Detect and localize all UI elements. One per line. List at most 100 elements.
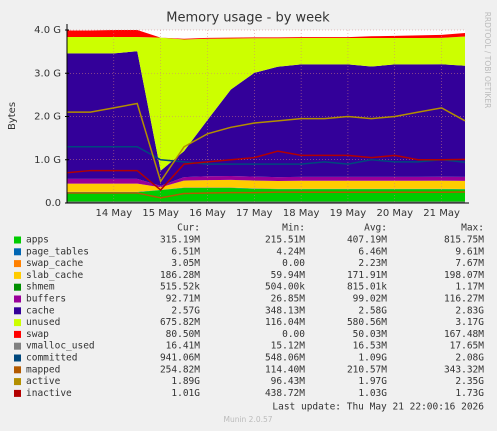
legend-label: page_tables	[26, 246, 89, 257]
version: Munin 2.0.57	[223, 415, 272, 424]
legend-stat: 348.13M	[265, 305, 305, 316]
legend-stat: 50.03M	[353, 329, 388, 340]
legend-header: Avg:	[364, 223, 387, 234]
legend-stat: 1.89G	[171, 376, 200, 387]
legend-stat: 2.58G	[358, 305, 387, 316]
legend-stat: 2.57G	[171, 305, 200, 316]
legend-stat: 407.19M	[347, 235, 387, 246]
legend-stat: 9.61M	[455, 246, 484, 257]
legend-stat: 2.08G	[455, 353, 484, 364]
legend-label: buffers	[26, 294, 66, 305]
x-tick-label: 21 May	[423, 208, 460, 219]
legend-stat: 580.56M	[347, 317, 387, 328]
legend-label: committed	[26, 353, 77, 364]
legend-stat: 315.19M	[160, 235, 200, 246]
legend-swatch	[14, 248, 21, 256]
line	[67, 102, 466, 184]
legend-label: slab_cache	[26, 270, 83, 281]
line	[67, 146, 466, 165]
legend-label: apps	[26, 235, 49, 246]
legend-stat: 254.82M	[160, 364, 200, 375]
legend-stat: 171.91M	[347, 270, 387, 281]
legend-stat: 1.09G	[358, 353, 387, 364]
legend-stat: 343.32M	[444, 364, 484, 375]
legend-stat: 1.03G	[358, 388, 387, 399]
legend-stat: 92.71M	[166, 294, 201, 305]
area	[67, 51, 465, 186]
legend-stat: 3.05M	[171, 258, 200, 269]
legend-stat: 2.23M	[358, 258, 387, 269]
legend-stat: 198.07M	[444, 270, 484, 281]
area	[67, 179, 465, 192]
x-tick-label: 14 May	[96, 208, 133, 219]
legend-swatch	[14, 236, 21, 244]
legend-label: vmalloc_used	[26, 341, 95, 352]
legend-swatch	[14, 342, 21, 350]
side-text: RRDTOOL / TOBI OETIKER	[483, 12, 492, 109]
legend-stat: 2.83G	[455, 305, 484, 316]
legend-stat: 80.50M	[166, 329, 201, 340]
legend-swatch	[14, 260, 21, 268]
legend-swatch	[14, 378, 21, 386]
legend-stat: 438.72M	[265, 388, 305, 399]
legend-swatch	[14, 307, 21, 315]
legend-stat: 186.28M	[160, 270, 200, 281]
legend-stat: 0.00	[282, 329, 305, 340]
legend-label: cache	[26, 305, 55, 316]
x-tick-label: 16 May	[189, 208, 226, 219]
legend-swatch	[14, 295, 21, 303]
legend-stat: 16.53M	[353, 341, 388, 352]
y-tick-label: 4.0 G	[34, 25, 61, 36]
legend-stat: 116.04M	[265, 317, 305, 328]
legend-stat: 504.00k	[265, 282, 305, 293]
legend-label: unused	[26, 317, 60, 328]
legend-stat: 114.40M	[265, 364, 305, 375]
line	[66, 150, 466, 192]
x-tick-label: 20 May	[376, 208, 413, 219]
legend-stat: 7.67M	[455, 258, 484, 269]
legend-stat: 1.17M	[455, 282, 484, 293]
footer: Last update: Thu May 21 22:00:16 2026	[272, 402, 484, 413]
legend-swatch	[14, 283, 21, 291]
legend-swatch	[14, 330, 21, 338]
legend-stat: 3.17G	[455, 317, 484, 328]
legend-stat: 1.73G	[455, 388, 484, 399]
legend-stat: 210.57M	[347, 364, 387, 375]
legend-header: Min:	[282, 223, 305, 234]
legend-label: swap	[26, 329, 49, 340]
legend-header: Cur:	[177, 223, 200, 234]
y-tick-label: 0.0	[45, 198, 61, 209]
legend-stat: 0.00	[282, 258, 305, 269]
legend-stat: 59.94M	[271, 270, 306, 281]
legend-stat: 675.82M	[160, 317, 200, 328]
legend-stat: 815.01k	[347, 282, 387, 293]
legend-stat: 515.52k	[160, 282, 200, 293]
legend-label: active	[26, 376, 61, 387]
line	[67, 191, 466, 199]
area	[67, 36, 465, 171]
legend-swatch	[14, 271, 21, 279]
legend-stat: 1.01G	[171, 388, 200, 399]
legend-stat: 215.51M	[265, 235, 305, 246]
legend-label: inactive	[26, 388, 72, 399]
legend-swatch	[14, 366, 21, 374]
legend-stat: 17.65M	[450, 341, 485, 352]
legend-stat: 26.85M	[271, 294, 306, 305]
legend-stat: 2.35G	[455, 376, 484, 387]
legend-stat: 4.24M	[276, 246, 305, 257]
legend-label: mapped	[26, 364, 60, 375]
legend-stat: 116.27M	[444, 294, 484, 305]
legend-stat: 16.41M	[166, 341, 201, 352]
legend-stat: 6.51M	[171, 246, 200, 257]
legend-swatch	[14, 389, 21, 397]
y-tick-label: 1.0 G	[34, 155, 61, 166]
legend-stat: 941.06M	[160, 353, 200, 364]
legend-stat: 548.06M	[265, 353, 305, 364]
y-tick-label: 2.0 G	[34, 112, 61, 123]
legend-stat: 1.97G	[358, 376, 387, 387]
legend-stat: 99.02M	[353, 294, 388, 305]
legend-stat: 96.43M	[271, 376, 306, 387]
legend-swatch	[14, 319, 21, 327]
x-tick-label: 18 May	[283, 208, 320, 219]
